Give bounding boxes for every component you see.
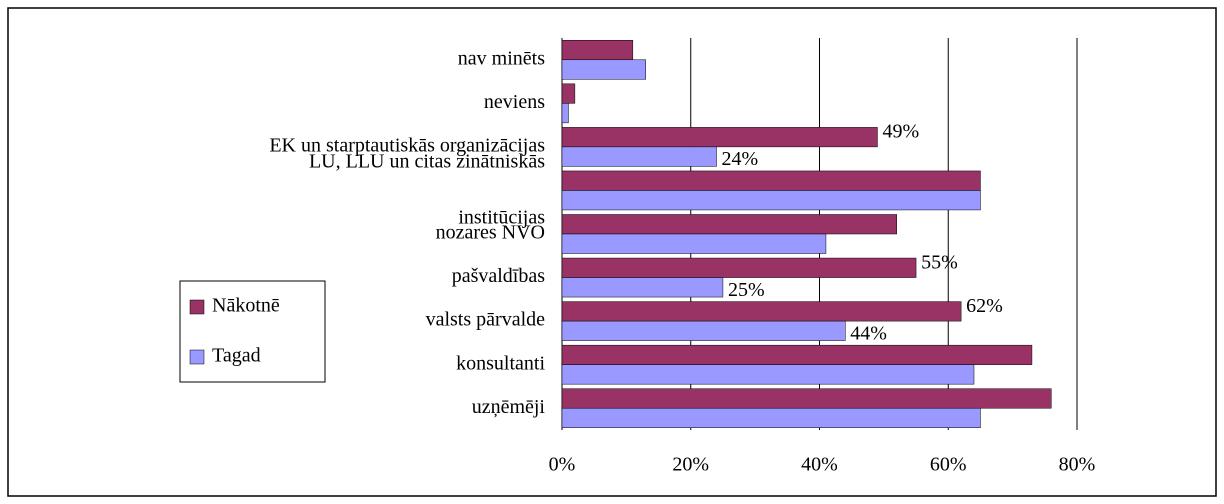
bar: [561, 127, 878, 148]
x-tick-label: 40%: [801, 454, 838, 476]
y-tick-label: valsts pārvalde: [426, 309, 546, 331]
bar: [561, 320, 846, 341]
bar: [561, 103, 569, 124]
bar: [561, 277, 724, 298]
bar: [561, 257, 917, 278]
bar: [561, 388, 1052, 409]
data-label: 24%: [722, 148, 759, 170]
legend-swatch: [189, 349, 205, 365]
y-tick-label: LU, LLU un citas zinātniskās institūcijas: [309, 150, 545, 228]
y-tick-label: uzņēmēji: [472, 396, 546, 418]
bar: [561, 40, 634, 61]
data-label: 44%: [850, 322, 887, 344]
bar: [561, 364, 975, 385]
data-label: 55%: [921, 251, 958, 273]
bar: [561, 83, 576, 104]
x-tick-label: 20%: [672, 454, 709, 476]
y-tick-label: pašvaldības: [452, 265, 546, 287]
y-tick-label: neviens: [484, 91, 545, 113]
data-label: 49%: [882, 121, 919, 143]
legend-box: [179, 280, 326, 383]
y-tick-label: EK un starptautiskās organizācijas: [269, 134, 545, 156]
data-label: 25%: [728, 279, 765, 301]
data-label: 62%: [966, 295, 1003, 317]
x-tick-label: 80%: [1059, 454, 1096, 476]
bar: [561, 344, 1033, 365]
legend-swatch: [189, 299, 205, 315]
y-tick-label: konsultanti: [456, 352, 545, 374]
bar: [561, 233, 827, 254]
x-tick-label: 60%: [930, 454, 967, 476]
bar: [561, 214, 897, 235]
bar: [561, 190, 981, 211]
legend-label: Nākotnē: [212, 295, 280, 317]
bar: [561, 407, 981, 428]
bar: [561, 170, 981, 191]
y-tick-label: nozares NVO: [436, 222, 545, 244]
bar: [561, 59, 646, 80]
x-tick-label: 0%: [549, 454, 576, 476]
legend-label: Tagad: [212, 345, 261, 367]
bar: [561, 301, 962, 322]
bar: [561, 146, 717, 167]
y-tick-label: nav minēts: [458, 47, 545, 69]
